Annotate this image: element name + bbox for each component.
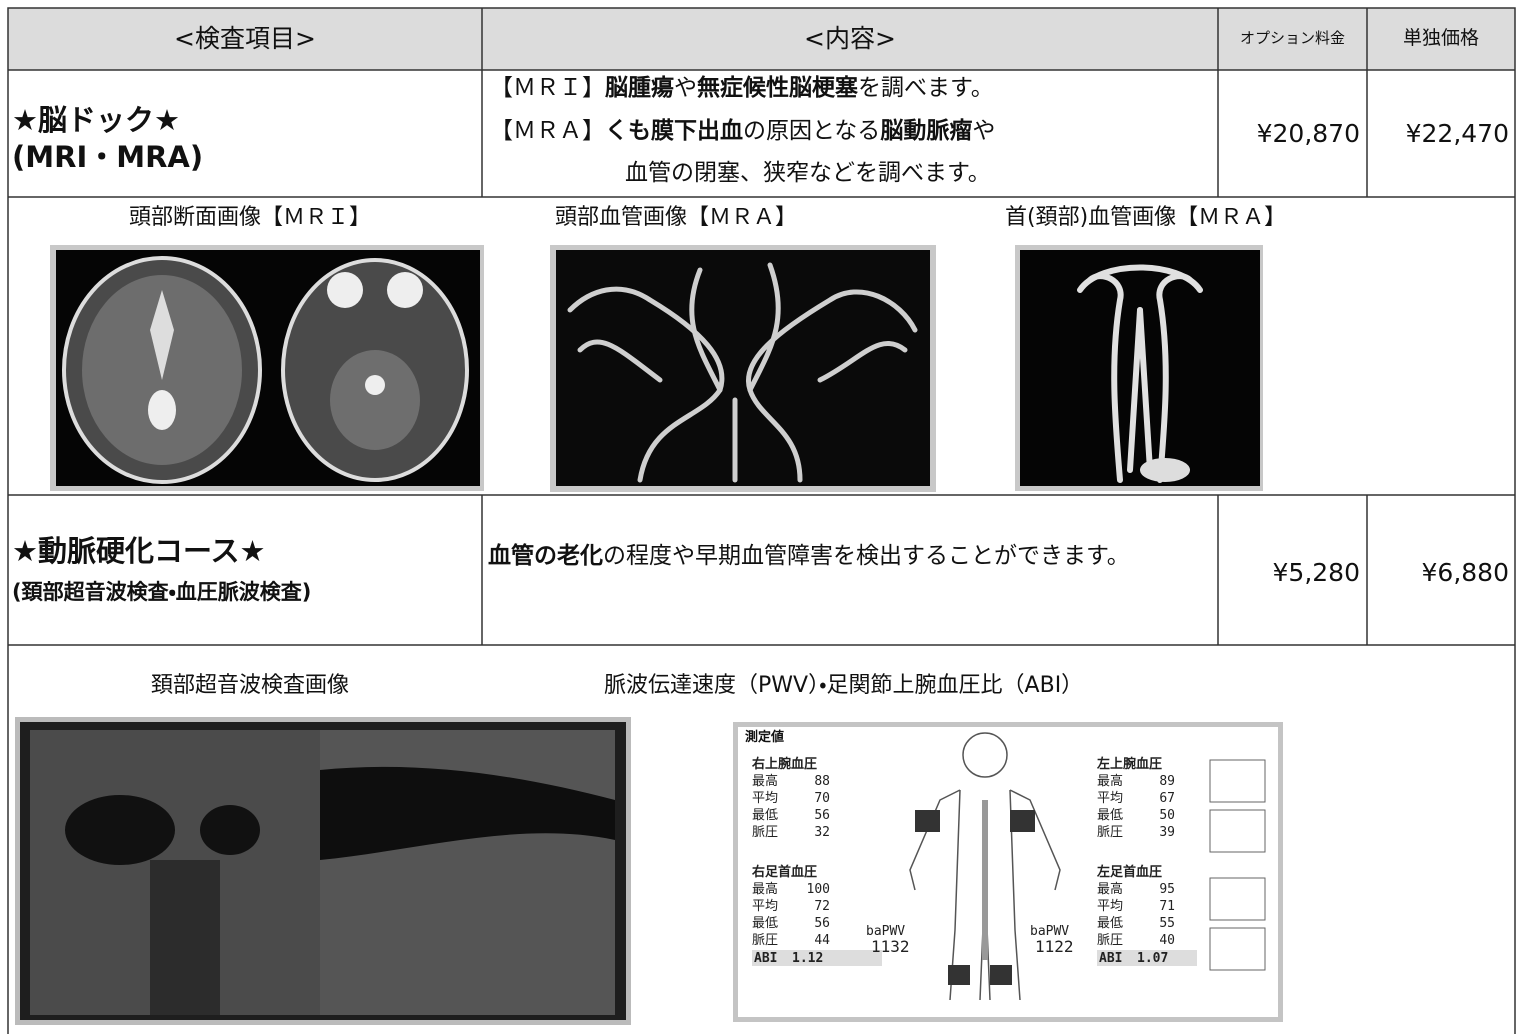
text: 血管の老化 (488, 543, 603, 569)
image-caption: 頭部血管画像【ＭＲＡ】 (555, 205, 798, 230)
header-background (8, 8, 1515, 70)
abi-item-value: 71 (1159, 899, 1175, 914)
abi-item-label: 脈圧 (1097, 933, 1124, 948)
abi-value: 1.12 (792, 951, 824, 966)
content-line: 【ＭＲＡ】くも膜下出血の原因となる脳動脈瘤や (490, 120, 995, 143)
pwv-value: 1122 (1035, 937, 1074, 956)
mri-image (50, 245, 484, 491)
image-caption: 頭部断面画像【ＭＲＩ】 (128, 205, 371, 230)
content-line: 血管の閉塞、狭窄などを調べます。 (625, 162, 991, 185)
option-price: ¥5,280 (1272, 558, 1360, 587)
image-caption: 脈波伝達速度（PWV）・足関節上腕血圧比（ABI） (604, 673, 1084, 698)
abi-item-label: 平均 (752, 791, 779, 806)
abi-item-label: 最低 (1097, 808, 1124, 823)
text: 【ＭＲＩ】 (490, 75, 605, 101)
text: を調べます。 (858, 75, 994, 101)
abi-title: 測定値 (745, 730, 785, 745)
text: 血管の閉塞、狭窄などを調べます。 (625, 160, 991, 186)
grid-lines (7, 7, 1516, 1034)
abi-item-value: 40 (1159, 933, 1175, 948)
mra-head-image (550, 245, 936, 492)
pwv-label: baPWV (866, 924, 906, 939)
abi-item-label: 最高 (1097, 774, 1124, 789)
text: 脳腫瘍 (605, 75, 674, 101)
abi-item-value: 95 (1159, 882, 1175, 897)
abi-item-label: 最低 (752, 916, 779, 931)
abi-item-value: 70 (814, 791, 830, 806)
content-line: 【ＭＲＩ】脳腫瘍や無症候性脳梗塞を調べます。 (490, 77, 994, 100)
abi-item-label: 最低 (1097, 916, 1124, 931)
abi-label: ABI (754, 951, 778, 966)
abi-block-title: 右足首血圧 (752, 865, 818, 880)
exam-subname: (頚部超音波検査・血圧脈波検査) (12, 580, 312, 604)
abi-item-label: 最高 (1097, 882, 1124, 897)
exam-name: ★動脈硬化コース★ (12, 534, 266, 568)
abi-block-title: 右上腕血圧 (752, 757, 818, 772)
abi-item-value: 100 (806, 882, 830, 897)
abi-block-title: 左上腕血圧 (1097, 757, 1163, 772)
header-cell: <検査項目> (174, 24, 316, 53)
abi-item-label: 平均 (1097, 791, 1124, 806)
abi-item-label: 最低 (752, 808, 779, 823)
abi-item-value: 32 (814, 825, 830, 840)
text: 無症候性脳梗塞 (697, 75, 858, 101)
single-price: ¥6,880 (1421, 558, 1509, 587)
text: の程度や早期血管障害を検出することができます。 (603, 543, 1130, 569)
content-line: 血管の老化の程度や早期血管障害を検出することができます。 (488, 530, 1214, 582)
abi-item-label: 平均 (752, 899, 779, 914)
option-price: ¥20,870 (1256, 119, 1360, 148)
abi-item-label: 最高 (752, 774, 779, 789)
abi-item-value: 67 (1159, 791, 1175, 806)
ultrasound-image (15, 717, 631, 1025)
single-price: ¥22,470 (1405, 119, 1509, 148)
abi-value: 1.07 (1137, 951, 1169, 966)
abi-item-value: 56 (814, 808, 830, 823)
abi-item-value: 88 (814, 774, 830, 789)
abi-item-label: 脈圧 (752, 825, 779, 840)
abi-item-label: 脈圧 (752, 933, 779, 948)
abi-item-label: 最高 (752, 882, 779, 897)
text: くも膜下出血 (605, 118, 743, 144)
mra-neck-image (1015, 245, 1263, 491)
header-cell: <内容> (804, 24, 896, 53)
abi-item-value: 89 (1159, 774, 1175, 789)
abi-item-value: 56 (814, 916, 830, 931)
abi-block-title: 左足首血圧 (1097, 865, 1163, 880)
exam-subname: (MRI・MRA) (12, 140, 204, 174)
abi-item-value: 72 (814, 899, 830, 914)
text: 脳動脈瘤 (880, 118, 973, 144)
abi-item-label: 脈圧 (1097, 825, 1124, 840)
header-cell: オプション料金 (1239, 29, 1345, 47)
header-cell: 単独価格 (1402, 27, 1479, 49)
image-caption: 頚部超音波検査画像 (150, 673, 349, 698)
text: の原因となる (743, 118, 881, 144)
abi-item-value: 44 (814, 933, 830, 948)
pwv-value: 1132 (871, 937, 910, 956)
text: 【ＭＲＡ】 (490, 118, 605, 144)
exam-name: ★脳ドック★ (12, 103, 180, 137)
image-caption: 首(頚部)血管画像【ＭＲＡ】 (1005, 205, 1287, 230)
abi-label: ABI (1099, 951, 1123, 966)
text: や (972, 118, 996, 144)
pwv-label: baPWV (1030, 924, 1070, 939)
abi-item-value: 55 (1159, 916, 1175, 931)
abi-item-label: 平均 (1097, 899, 1124, 914)
abi-item-value: 39 (1159, 825, 1175, 840)
text: や (674, 75, 697, 101)
abi-report-image (733, 722, 1283, 1022)
abi-item-value: 50 (1159, 808, 1175, 823)
